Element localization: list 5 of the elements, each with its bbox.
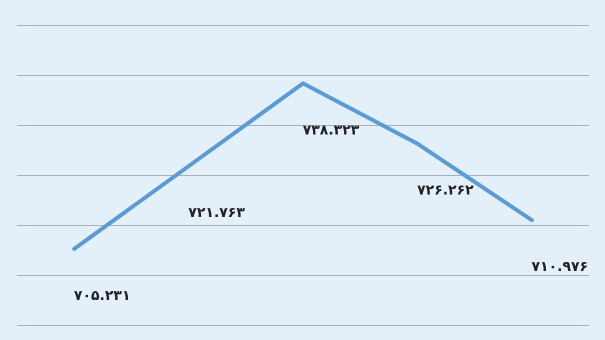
data-label: ۷۰۵.۲۳۱: [74, 288, 130, 304]
data-label: ۷۱۰.۹۷۶: [532, 259, 588, 276]
data-label: ۷۲۱.۷۶۳: [188, 205, 246, 222]
data-label: ۷۳۸.۳۲۳: [302, 122, 360, 138]
data-label: ۷۲۶.۲۶۲: [417, 182, 474, 199]
